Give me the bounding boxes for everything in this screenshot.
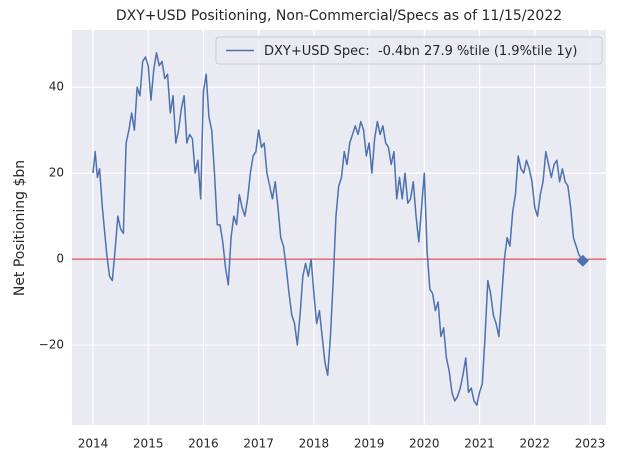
last-point-marker	[576, 254, 589, 267]
series-line	[92, 52, 584, 406]
x-tick-label: 2021	[464, 437, 495, 451]
x-tick-label: 2017	[243, 437, 274, 451]
y-tick-label: 0	[56, 252, 64, 266]
y-tick-label: 40	[49, 80, 64, 94]
y-tick-label: 20	[49, 166, 64, 180]
x-tick-label: 2019	[354, 437, 385, 451]
chart-title: DXY+USD Positioning, Non-Commercial/Spec…	[116, 8, 562, 24]
x-tick-label: 2022	[519, 437, 550, 451]
x-tick-label: 2014	[78, 437, 109, 451]
x-tick-label: 2015	[133, 437, 164, 451]
legend-label: DXY+USD Spec: -0.4bn 27.9 %tile (1.9%til…	[264, 44, 577, 59]
legend-box	[215, 36, 603, 65]
plot-area	[72, 30, 606, 425]
x-tick-label: 2016	[188, 437, 219, 451]
x-tick-label: 2018	[299, 437, 330, 451]
x-tick-label: 2020	[409, 437, 440, 451]
y-tick-label: −20	[39, 338, 64, 352]
x-tick-label: 2023	[575, 437, 606, 451]
y-axis-label: Net Positioning $bn	[12, 160, 28, 296]
